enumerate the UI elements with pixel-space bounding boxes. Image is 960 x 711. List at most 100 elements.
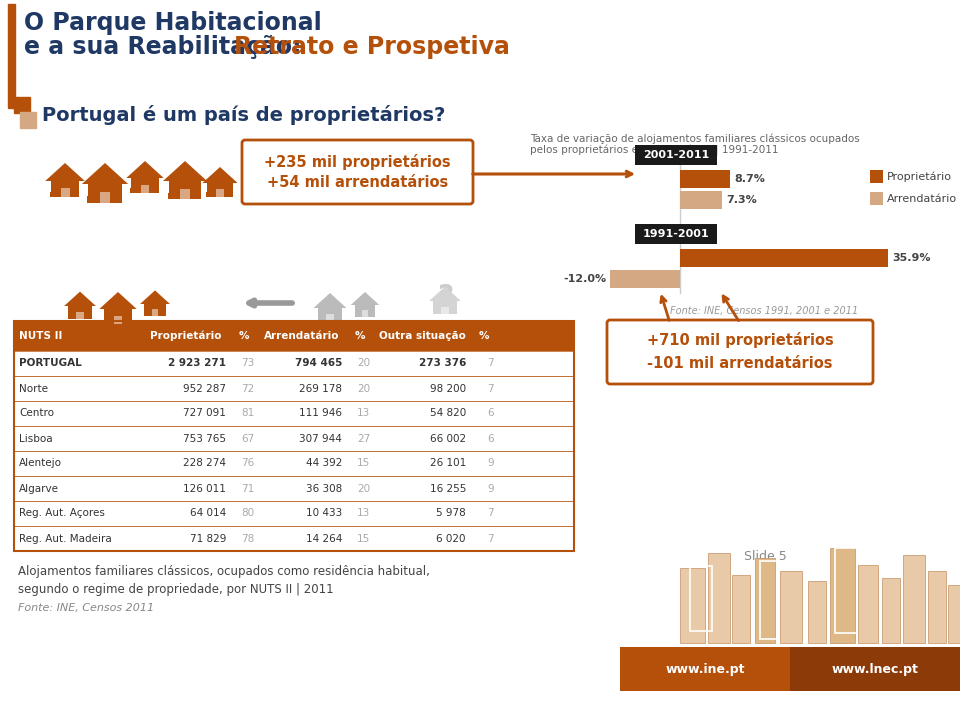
Text: %: % <box>479 331 490 341</box>
Text: 273 376: 273 376 <box>419 358 466 368</box>
Bar <box>334 315 336 321</box>
Text: 20: 20 <box>357 483 370 493</box>
Bar <box>180 189 190 199</box>
Bar <box>361 310 363 316</box>
Bar <box>808 581 826 643</box>
Bar <box>14 351 574 376</box>
Bar <box>108 198 111 203</box>
Bar <box>116 318 119 324</box>
Bar <box>60 188 69 197</box>
Bar <box>88 184 122 203</box>
Text: 2 923 271: 2 923 271 <box>168 358 226 368</box>
Text: www.ine.pt: www.ine.pt <box>665 663 745 675</box>
Text: 36 308: 36 308 <box>305 483 342 493</box>
Text: 71 829: 71 829 <box>190 533 226 543</box>
Text: 81: 81 <box>241 409 254 419</box>
Bar <box>113 316 122 324</box>
Text: 20: 20 <box>357 358 370 368</box>
Text: %: % <box>239 331 250 341</box>
Text: Retrato e Prospetiva: Retrato e Prospetiva <box>234 35 510 59</box>
Bar <box>59 186 61 197</box>
Text: 27: 27 <box>357 434 370 444</box>
Bar <box>318 308 342 321</box>
Bar <box>51 181 80 197</box>
Bar <box>14 401 574 426</box>
Text: 7: 7 <box>488 383 494 393</box>
Bar <box>755 558 775 643</box>
Text: Algarve: Algarve <box>19 483 59 493</box>
Text: 13: 13 <box>357 508 370 518</box>
Bar <box>214 187 217 198</box>
Text: 67: 67 <box>241 434 254 444</box>
Bar <box>127 319 130 324</box>
Text: 8.7%: 8.7% <box>734 174 765 184</box>
Bar <box>331 319 333 321</box>
Text: pelos proprietários e arrendatários | 1991-2011: pelos proprietários e arrendatários | 19… <box>530 145 779 156</box>
Bar <box>835 548 857 633</box>
Bar <box>680 170 731 188</box>
Bar <box>216 189 224 198</box>
Text: +235 mil proprietários: +235 mil proprietários <box>264 154 451 169</box>
Bar <box>97 190 101 203</box>
Bar <box>120 321 122 324</box>
Text: Reg. Aut. Açores: Reg. Aut. Açores <box>19 508 105 518</box>
Text: 6 020: 6 020 <box>437 533 466 543</box>
Text: Arrendatário: Arrendatário <box>887 194 957 204</box>
Polygon shape <box>163 161 207 181</box>
Bar <box>680 568 705 643</box>
Bar <box>14 97 30 113</box>
Text: Slide 5: Slide 5 <box>744 550 786 563</box>
Text: Norte: Norte <box>19 383 48 393</box>
Bar <box>62 189 66 197</box>
Bar <box>948 585 960 643</box>
Text: 269 178: 269 178 <box>299 383 342 393</box>
Polygon shape <box>82 163 128 184</box>
Bar <box>134 185 137 193</box>
Bar <box>206 193 209 198</box>
Text: Taxa de variação de alojamentos familiares clássicos ocupados: Taxa de variação de alojamentos familiar… <box>530 133 860 144</box>
Text: Fonte: INE, Censos 1991, 2001 e 2011: Fonte: INE, Censos 1991, 2001 e 2011 <box>670 306 858 316</box>
Bar <box>100 193 110 203</box>
Polygon shape <box>64 292 96 306</box>
Polygon shape <box>350 292 379 305</box>
Bar <box>87 196 90 203</box>
Bar <box>168 193 171 199</box>
Text: Centro: Centro <box>19 409 54 419</box>
Bar <box>159 309 161 316</box>
Bar <box>154 311 156 316</box>
Text: 78: 78 <box>241 533 254 543</box>
Bar <box>14 321 574 551</box>
Bar <box>222 193 225 198</box>
Text: 111 946: 111 946 <box>299 409 342 419</box>
Text: +710 mil proprietários: +710 mil proprietários <box>647 333 833 348</box>
Bar <box>169 181 201 199</box>
FancyBboxPatch shape <box>242 140 473 204</box>
Text: Alentejo: Alentejo <box>19 459 62 469</box>
Text: 9: 9 <box>488 483 494 493</box>
Bar <box>928 571 946 643</box>
Bar <box>620 647 790 691</box>
Bar <box>69 315 72 319</box>
Bar <box>76 311 78 319</box>
Bar <box>635 224 717 244</box>
Text: NUTS II: NUTS II <box>19 331 62 341</box>
Bar <box>72 187 75 197</box>
Bar <box>192 188 196 199</box>
Text: Proprietário: Proprietário <box>887 172 952 182</box>
Bar <box>76 191 79 197</box>
Text: 15: 15 <box>357 533 370 543</box>
Text: 794 465: 794 465 <box>295 358 342 368</box>
Bar <box>141 185 149 193</box>
Text: 2001-2011: 2001-2011 <box>643 150 709 160</box>
Text: 9: 9 <box>488 459 494 469</box>
Text: 80: 80 <box>241 508 254 518</box>
Bar <box>68 306 91 319</box>
Polygon shape <box>45 163 84 181</box>
Polygon shape <box>203 167 238 183</box>
Text: 727 091: 727 091 <box>183 409 226 419</box>
Bar <box>760 561 778 639</box>
Text: 307 944: 307 944 <box>300 434 342 444</box>
Bar <box>156 187 158 193</box>
Bar <box>151 309 153 316</box>
Bar <box>92 192 96 203</box>
